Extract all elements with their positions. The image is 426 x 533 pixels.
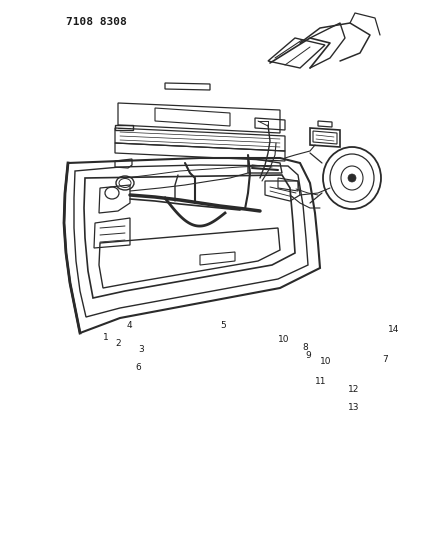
Text: 8: 8 <box>301 343 307 352</box>
Text: 2: 2 <box>115 338 120 348</box>
Text: 11: 11 <box>314 377 326 386</box>
Text: 1: 1 <box>103 333 109 342</box>
Text: 3: 3 <box>138 345 144 354</box>
Text: 10: 10 <box>319 358 331 367</box>
Text: 12: 12 <box>347 385 359 394</box>
Ellipse shape <box>347 174 355 182</box>
Text: 13: 13 <box>347 403 359 413</box>
Text: 6: 6 <box>135 364 141 373</box>
Text: 7: 7 <box>381 356 387 365</box>
Text: 14: 14 <box>387 326 398 335</box>
Text: 7108 8308: 7108 8308 <box>66 17 127 27</box>
Text: 4: 4 <box>127 320 132 329</box>
Text: 9: 9 <box>304 351 310 359</box>
Text: 5: 5 <box>219 320 225 329</box>
Text: 10: 10 <box>277 335 289 344</box>
